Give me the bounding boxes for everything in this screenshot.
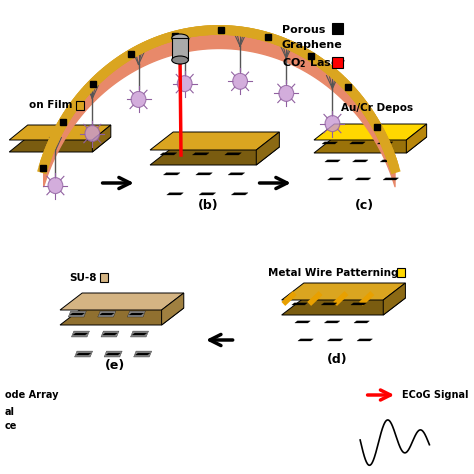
Polygon shape bbox=[321, 303, 337, 305]
Polygon shape bbox=[70, 313, 84, 315]
Text: ECoG Signal: ECoG Signal bbox=[401, 390, 468, 400]
Polygon shape bbox=[324, 321, 340, 323]
Text: $\mathbf{CO_2}$ Laser: $\mathbf{CO_2}$ Laser bbox=[282, 56, 345, 70]
Polygon shape bbox=[351, 303, 366, 305]
Circle shape bbox=[279, 85, 294, 101]
Polygon shape bbox=[162, 293, 184, 325]
Polygon shape bbox=[60, 308, 184, 325]
Polygon shape bbox=[9, 125, 111, 140]
Circle shape bbox=[131, 91, 146, 108]
Text: Porous: Porous bbox=[282, 25, 325, 35]
Polygon shape bbox=[167, 193, 183, 195]
Polygon shape bbox=[74, 351, 92, 357]
Polygon shape bbox=[129, 313, 144, 315]
Text: al: al bbox=[5, 407, 15, 417]
Polygon shape bbox=[101, 331, 119, 337]
Polygon shape bbox=[354, 321, 369, 323]
Text: Metal Wire Patterning: Metal Wire Patterning bbox=[268, 268, 398, 278]
Polygon shape bbox=[314, 124, 427, 140]
Polygon shape bbox=[76, 353, 91, 355]
Bar bbox=[76, 101, 84, 110]
Polygon shape bbox=[106, 353, 120, 355]
Polygon shape bbox=[256, 132, 279, 165]
Polygon shape bbox=[406, 124, 427, 153]
Text: SU-8: SU-8 bbox=[69, 273, 97, 283]
Polygon shape bbox=[164, 173, 180, 175]
Circle shape bbox=[48, 178, 63, 193]
Polygon shape bbox=[282, 283, 405, 300]
Text: ce: ce bbox=[5, 421, 17, 431]
Polygon shape bbox=[356, 178, 371, 180]
Polygon shape bbox=[72, 331, 90, 337]
Polygon shape bbox=[377, 142, 393, 144]
Polygon shape bbox=[225, 153, 241, 155]
Polygon shape bbox=[292, 303, 307, 305]
Text: Graphene: Graphene bbox=[282, 40, 342, 50]
Polygon shape bbox=[322, 142, 337, 144]
Polygon shape bbox=[136, 353, 150, 355]
Text: (e): (e) bbox=[105, 358, 126, 372]
Polygon shape bbox=[196, 173, 212, 175]
Polygon shape bbox=[92, 125, 111, 152]
Bar bbox=[332, 23, 343, 34]
Polygon shape bbox=[132, 333, 147, 335]
Text: (d): (d) bbox=[327, 354, 347, 366]
Bar bbox=[172, 38, 188, 60]
Polygon shape bbox=[9, 137, 111, 152]
Circle shape bbox=[85, 126, 100, 142]
Polygon shape bbox=[328, 178, 343, 180]
Polygon shape bbox=[231, 193, 248, 195]
Polygon shape bbox=[383, 178, 399, 180]
Polygon shape bbox=[68, 311, 86, 317]
Circle shape bbox=[177, 76, 192, 91]
Bar bbox=[332, 57, 343, 68]
Polygon shape bbox=[380, 160, 396, 162]
Polygon shape bbox=[60, 293, 184, 310]
Circle shape bbox=[325, 116, 340, 132]
Ellipse shape bbox=[172, 56, 188, 64]
Polygon shape bbox=[134, 351, 152, 357]
Polygon shape bbox=[98, 311, 116, 317]
Bar bbox=[397, 268, 405, 277]
Polygon shape bbox=[104, 351, 122, 357]
Polygon shape bbox=[328, 339, 343, 341]
Polygon shape bbox=[100, 313, 114, 315]
Polygon shape bbox=[314, 137, 427, 153]
Ellipse shape bbox=[172, 34, 188, 42]
Polygon shape bbox=[150, 132, 279, 150]
Polygon shape bbox=[325, 160, 340, 162]
Polygon shape bbox=[150, 147, 279, 165]
Polygon shape bbox=[103, 333, 117, 335]
Text: (b): (b) bbox=[198, 199, 218, 211]
Polygon shape bbox=[353, 160, 368, 162]
Polygon shape bbox=[228, 173, 245, 175]
Polygon shape bbox=[357, 339, 373, 341]
Polygon shape bbox=[350, 142, 365, 144]
Text: on Film: on Film bbox=[29, 100, 73, 110]
Polygon shape bbox=[282, 298, 405, 315]
Text: Au/Cr Depos: Au/Cr Depos bbox=[341, 103, 413, 113]
Polygon shape bbox=[130, 331, 148, 337]
Bar bbox=[100, 273, 108, 282]
Polygon shape bbox=[128, 311, 146, 317]
Polygon shape bbox=[160, 153, 177, 155]
Text: (c): (c) bbox=[355, 199, 374, 211]
Polygon shape bbox=[295, 321, 310, 323]
Polygon shape bbox=[383, 283, 405, 315]
Polygon shape bbox=[298, 339, 313, 341]
Polygon shape bbox=[73, 333, 88, 335]
Polygon shape bbox=[192, 153, 209, 155]
Circle shape bbox=[233, 73, 247, 89]
Text: ode Array: ode Array bbox=[5, 390, 58, 400]
Polygon shape bbox=[199, 193, 216, 195]
